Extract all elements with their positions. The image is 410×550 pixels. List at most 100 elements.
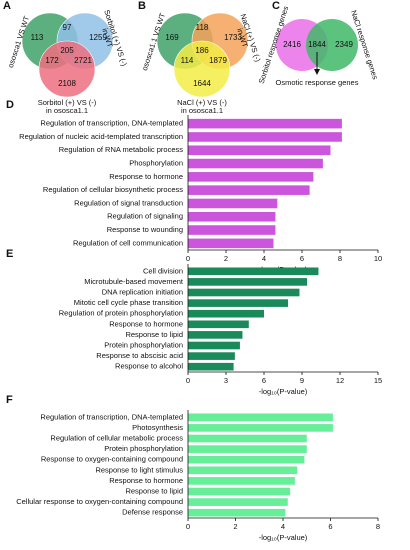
x-tick-label: 6 xyxy=(262,376,266,385)
category-label: DNA replication initiation xyxy=(102,287,183,296)
bar xyxy=(188,362,234,371)
bar xyxy=(188,424,333,432)
region-count: 1259 xyxy=(89,33,107,42)
category-label: Response to lipid xyxy=(125,486,183,495)
x-tick-label: 8 xyxy=(376,522,380,531)
category-label: Protein phosphorylation xyxy=(104,340,183,349)
region-count: 1644 xyxy=(193,79,211,88)
venn-circle xyxy=(173,40,231,98)
category-label: Response to abscisic acid xyxy=(96,351,183,360)
region-count: 2416 xyxy=(283,40,301,49)
category-label: Response to oxygen-containing compound xyxy=(41,455,183,464)
x-tick-label: 12 xyxy=(336,376,344,385)
bar xyxy=(188,341,240,350)
category-label: Regulation of signal transduction xyxy=(74,198,183,207)
x-tick-label: 4 xyxy=(281,522,285,531)
bar xyxy=(188,118,342,129)
panel-label: C xyxy=(272,0,280,12)
category-label: Photosynthesis xyxy=(132,423,183,432)
panel-label: D xyxy=(6,99,14,111)
venn-circle xyxy=(306,19,358,71)
bar xyxy=(188,132,342,142)
bar xyxy=(188,331,243,339)
x-axis-title: -log₁₀(P-value) xyxy=(259,387,308,396)
venn-circle xyxy=(38,40,96,98)
bar xyxy=(188,320,249,329)
x-tick-label: 2 xyxy=(224,254,228,263)
category-label: Regulation of cell communication xyxy=(73,238,183,247)
x-tick-label: 3 xyxy=(224,376,228,385)
set-label: in ososca1.1 xyxy=(181,106,223,115)
category-label: Regulation of RNA metabolic process xyxy=(59,145,183,154)
bar xyxy=(188,445,307,453)
bar xyxy=(188,352,235,360)
region-count: 114 xyxy=(181,56,194,65)
category-label: Regulation of protein phosphorylation xyxy=(59,309,183,318)
region-count: 205 xyxy=(60,46,74,55)
category-label: Response to wounding xyxy=(107,225,183,234)
x-tick-label: 6 xyxy=(328,522,332,531)
category-label: Phosphorylation xyxy=(129,159,183,168)
category-label: Defense response xyxy=(122,508,183,517)
bar xyxy=(188,198,278,209)
region-count: 118 xyxy=(196,23,209,32)
category-label: Response to hormone xyxy=(109,319,183,328)
panel-label: B xyxy=(138,0,146,12)
x-tick-label: 4 xyxy=(262,254,266,263)
region-count: 1879 xyxy=(209,56,227,65)
category-label: Regulation of transcription, DNA-templat… xyxy=(40,412,183,421)
set-label: in ososca1.1 xyxy=(46,106,88,115)
category-label: Protein phosphorylation xyxy=(104,444,183,453)
region-count: 172 xyxy=(45,56,59,65)
x-tick-label: 6 xyxy=(300,254,304,263)
bar xyxy=(188,466,298,475)
bar xyxy=(188,267,319,276)
annotation: Osmotic response genes xyxy=(276,78,359,87)
panel-label: F xyxy=(6,394,13,406)
bar xyxy=(188,278,308,286)
bar xyxy=(188,172,314,182)
bar xyxy=(188,413,333,422)
bar xyxy=(188,309,264,318)
region-count: 1733 xyxy=(224,33,242,42)
region-count: 186 xyxy=(195,46,209,55)
bar xyxy=(188,498,288,506)
category-label: Response to lipid xyxy=(125,330,183,339)
bar xyxy=(188,158,323,169)
x-tick-label: 0 xyxy=(186,522,190,531)
panel-label: A xyxy=(3,0,11,12)
region-count: 113 xyxy=(31,33,44,42)
bar xyxy=(188,487,291,496)
x-tick-label: 0 xyxy=(186,376,190,385)
category-label: Cell division xyxy=(143,266,183,275)
x-tick-label: 15 xyxy=(374,376,382,385)
category-label: Regulation of nucleic acid-templated tra… xyxy=(19,132,183,141)
x-tick-label: 0 xyxy=(186,254,190,263)
bar xyxy=(188,434,307,443)
region-count: 169 xyxy=(165,33,179,42)
category-label: Response to alcohol xyxy=(115,362,183,371)
region-count: 1844 xyxy=(308,40,326,49)
bar xyxy=(188,508,286,517)
bar xyxy=(188,225,276,235)
region-count: 2349 xyxy=(335,40,353,49)
set-label: NaCl (+) VS (-) xyxy=(177,98,227,107)
bar xyxy=(188,211,276,222)
category-label: Cellular response to oxygen-containing c… xyxy=(16,497,183,506)
x-tick-label: 2 xyxy=(233,522,237,531)
panel-label: E xyxy=(6,248,13,260)
region-count: 97 xyxy=(63,23,72,32)
category-label: Regulation of transcription, DNA-templat… xyxy=(40,119,183,128)
x-tick-label: 8 xyxy=(338,254,342,263)
region-count: 2721 xyxy=(74,56,92,65)
category-label: Mitotic cell cycle phase transition xyxy=(74,298,183,307)
bar xyxy=(188,185,310,195)
set-label: Sorbitol (+) VS (-) xyxy=(38,98,97,107)
x-axis-title: -log₁₀(P-value) xyxy=(259,533,308,542)
category-label: Response to light stimulus xyxy=(95,465,183,474)
x-tick-label: 10 xyxy=(374,254,382,263)
category-label: Microtubule-based movement xyxy=(84,277,184,286)
bar xyxy=(188,238,274,249)
bar xyxy=(188,145,331,156)
